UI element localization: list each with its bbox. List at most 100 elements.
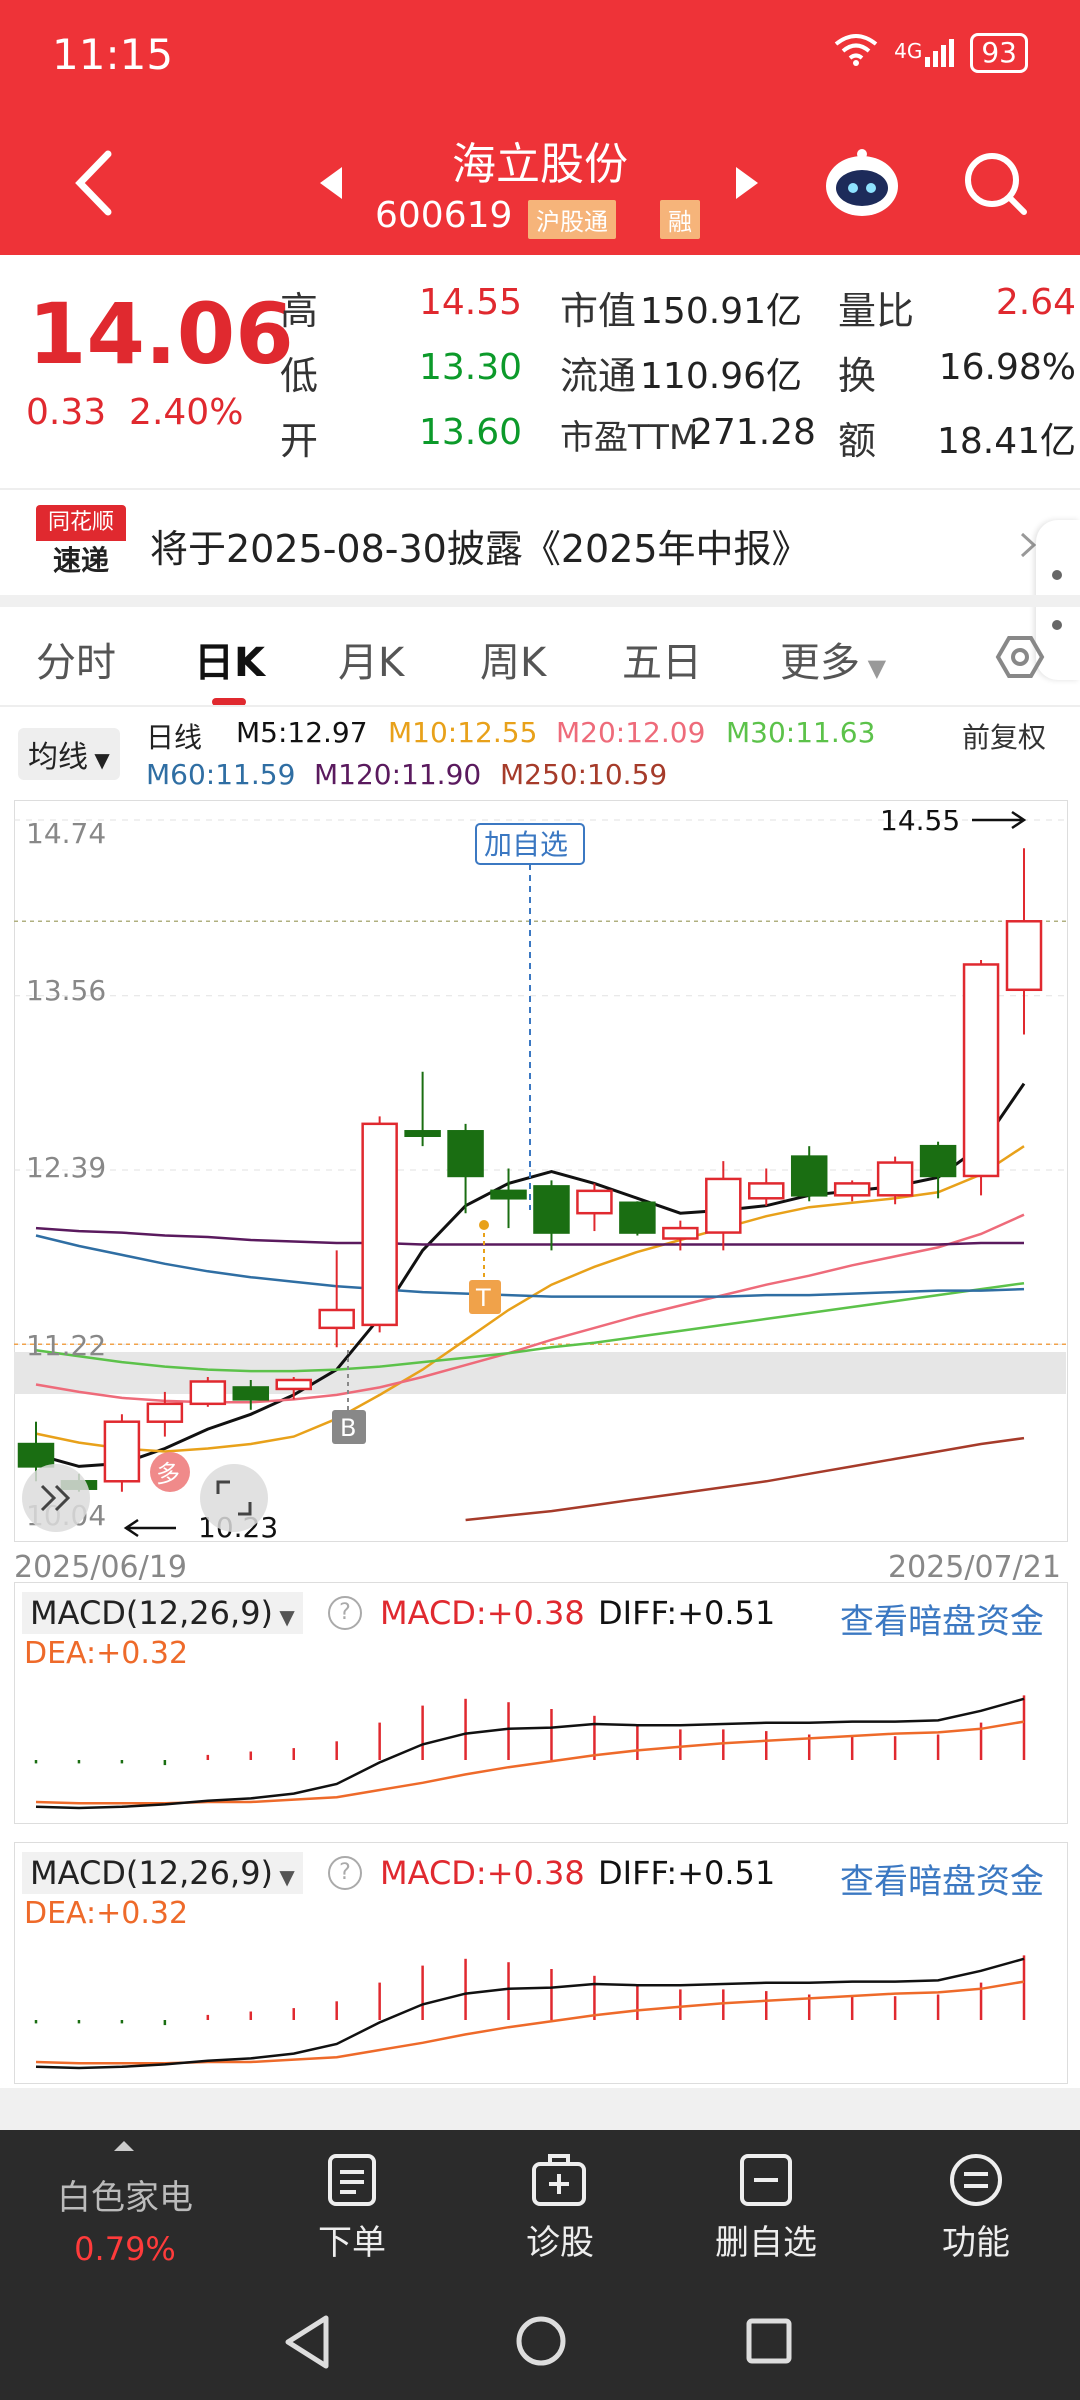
tab-more[interactable]: 更多 ▼	[780, 630, 886, 688]
candle-body	[404, 1130, 441, 1137]
y-axis-label-1: 14.74	[26, 817, 106, 850]
caret-down-icon: ▼	[273, 1605, 295, 1629]
back-icon[interactable]	[70, 150, 120, 220]
help-icon[interactable]: ?	[328, 1856, 362, 1890]
dea-line	[35, 1720, 1025, 1805]
divider	[0, 488, 1080, 490]
fullscreen-button[interactable]	[200, 1464, 268, 1532]
candle-body	[662, 1226, 699, 1240]
candle-body	[833, 1182, 871, 1197]
tab-daily-k[interactable]: 日K	[194, 640, 265, 686]
caret-down-icon: ▼	[88, 748, 110, 772]
tab-monthly-k[interactable]: 月K	[338, 640, 405, 686]
dark-pool-link-1[interactable]: 查看暗盘资金	[840, 1602, 1044, 1642]
fullscreen-icon	[216, 1480, 252, 1516]
candle-body	[361, 1122, 398, 1327]
quote-panel	[0, 255, 1080, 490]
remove-watch-icon	[738, 2152, 794, 2212]
stock-code: 600619	[375, 195, 513, 236]
macd-selector-2[interactable]: MACD(12,26,9) ▼	[22, 1852, 303, 1894]
b-marker[interactable]	[332, 1410, 366, 1444]
candle-body	[275, 1378, 312, 1391]
news-badge-logo: 同花顺 速递	[36, 505, 126, 585]
ma-line-m10	[35, 1145, 1025, 1453]
tab-intraday[interactable]: 分时	[36, 640, 116, 686]
tab-active-indicator	[212, 698, 246, 706]
kline-chart-frame[interactable]	[14, 800, 1068, 1542]
macd-value-1: MACD:+0.38	[380, 1594, 585, 1632]
duo-marker-label: 多	[156, 1460, 180, 1488]
macd-panel-2[interactable]	[14, 1842, 1068, 2084]
ma-selector-label: 均线	[28, 740, 88, 775]
tab-five-day[interactable]: 五日	[622, 640, 702, 686]
candle-body	[490, 1189, 527, 1200]
diff-value-2: DIFF:+0.51	[598, 1854, 776, 1892]
news-badge-top: 同花顺	[36, 505, 126, 541]
news-badge-bottom: 速递	[52, 544, 109, 577]
change-percent: 2.40%	[129, 392, 244, 433]
chevron-right-icon[interactable]	[1018, 530, 1038, 564]
nav-recent-icon[interactable]	[744, 2316, 794, 2370]
candle-body	[790, 1155, 828, 1197]
nav-home-icon[interactable]	[514, 2314, 568, 2372]
candle-body	[533, 1185, 570, 1234]
macd-title-1: MACD(12,26,9)	[30, 1594, 274, 1632]
ma-m5: M5:12.97	[236, 716, 368, 749]
ma-line-m120	[35, 1226, 1024, 1246]
y-axis-label-4: 11.22	[26, 1329, 106, 1362]
macd-selector-1[interactable]: MACD(12,26,9) ▼	[22, 1592, 303, 1634]
news-text[interactable]: 将于2025-08-30披露《2025年中报》	[150, 527, 810, 571]
mcap-label: 市值	[560, 289, 637, 333]
ma-lines	[35, 1082, 1026, 1522]
ma-line-m30	[35, 1281, 1025, 1373]
macd-chart-1	[34, 1695, 1026, 1810]
candles	[17, 848, 1043, 1492]
adjust-mode[interactable]: 前复权	[962, 721, 1047, 754]
candle-body	[576, 1189, 613, 1215]
float-label: 流通	[560, 354, 637, 398]
sector-name[interactable]: 白色家电	[57, 2178, 193, 2218]
dea-value-2: DEA:+0.32	[24, 1896, 189, 1931]
candle-body	[919, 1144, 957, 1178]
kline-chart[interactable]: 14.74 13.56 12.39 11.22 10.04 14.55 10.2…	[14, 800, 1066, 1540]
search-icon[interactable]	[962, 150, 1028, 220]
high-label: 高	[280, 289, 319, 333]
section-gap	[0, 595, 1080, 607]
tab-weekly-k[interactable]: 周K	[480, 640, 547, 686]
macd-panel-1[interactable]	[14, 1582, 1068, 1824]
float-value: 110.96亿	[640, 356, 802, 397]
t-marker[interactable]	[469, 1280, 501, 1314]
diagnose-button[interactable]: 诊股	[526, 2223, 594, 2263]
arrow-left-icon	[123, 1518, 176, 1538]
ma-selector[interactable]: 均线 ▼	[18, 728, 120, 780]
nav-back-icon[interactable]	[282, 2314, 332, 2374]
section-gap	[0, 2088, 1080, 2130]
diff-value-1: DIFF:+0.51	[598, 1594, 776, 1632]
network-type: 4G	[894, 38, 923, 63]
order-button[interactable]: 下单	[318, 2223, 386, 2263]
candle-body	[17, 1442, 55, 1468]
assistant-robot-icon[interactable]	[822, 148, 902, 222]
settings-hexagon-icon[interactable]	[995, 632, 1045, 686]
current-price: 14.06	[28, 285, 294, 383]
next-stock-icon[interactable]	[734, 165, 760, 205]
margin-badge: 融	[660, 200, 700, 239]
candle-body	[318, 1308, 355, 1330]
change-value: 0.33	[26, 392, 107, 433]
turnover-label: 换	[838, 354, 877, 398]
open-value: 13.60	[418, 412, 522, 453]
dea-line	[35, 1980, 1025, 2065]
candle-body	[189, 1380, 227, 1406]
function-button[interactable]: 功能	[942, 2223, 1010, 2263]
ma-m120: M120:11.90	[314, 758, 482, 791]
dark-pool-link-2[interactable]: 查看暗盘资金	[840, 1862, 1044, 1902]
candle-body	[962, 963, 1000, 1178]
add-watch-label: 加自选	[484, 828, 568, 861]
highlight-band	[14, 1352, 1066, 1394]
prev-stock-icon[interactable]	[318, 165, 344, 205]
high-marker-label: 14.55	[880, 804, 960, 837]
duo-marker[interactable]	[150, 1452, 190, 1492]
remove-watch-button[interactable]: 删自选	[715, 2223, 817, 2263]
help-icon[interactable]: ?	[328, 1596, 362, 1630]
diff-line	[35, 1957, 1025, 2070]
